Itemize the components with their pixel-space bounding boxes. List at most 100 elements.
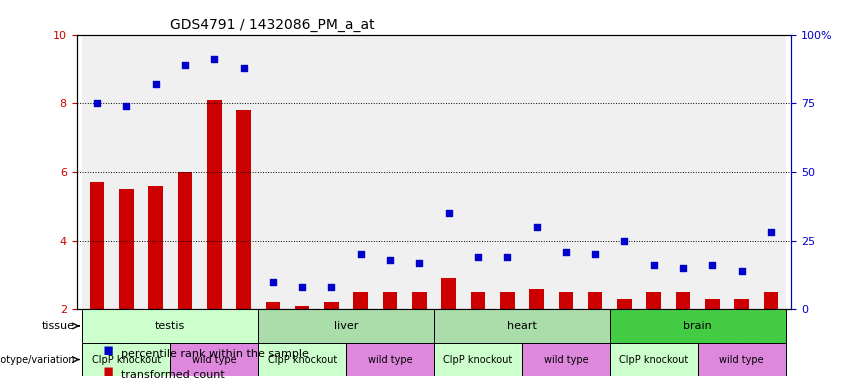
Bar (200, 35, 229, 309)
Bar (588, 292, 603, 309)
Bar (353, 292, 368, 309)
Point (413, 260, 426, 266)
Bar (170, 343, 258, 376)
Bar (111, 35, 141, 309)
Bar (698, 35, 727, 309)
Text: ClpP knockout: ClpP knockout (443, 354, 512, 364)
Text: heart: heart (507, 321, 537, 331)
Text: percentile rank within the sample: percentile rank within the sample (121, 349, 309, 359)
Point (295, 284, 309, 290)
Text: GDS4791 / 1432086_PM_a_at: GDS4791 / 1432086_PM_a_at (169, 18, 374, 32)
Text: ClpP knockout: ClpP knockout (92, 354, 161, 364)
Bar (434, 35, 463, 309)
Text: ▪: ▪ (102, 362, 113, 380)
Bar (734, 299, 749, 309)
Text: ClpP knockout: ClpP knockout (267, 354, 337, 364)
Point (734, 268, 748, 274)
Bar (258, 343, 346, 376)
Bar (178, 172, 192, 309)
Bar (522, 343, 610, 376)
Bar (346, 35, 375, 309)
Bar (705, 299, 720, 309)
Point (325, 284, 339, 290)
Bar (639, 35, 668, 309)
Bar (442, 278, 456, 309)
Bar (610, 309, 785, 343)
Text: genotype/variation: genotype/variation (0, 354, 75, 364)
Point (442, 210, 455, 216)
Bar (763, 292, 779, 309)
Bar (258, 309, 434, 343)
Bar (676, 292, 690, 309)
Bar (471, 292, 485, 309)
Bar (83, 35, 111, 309)
Bar (412, 292, 426, 309)
Bar (558, 292, 574, 309)
Bar (207, 100, 221, 309)
Bar (463, 35, 493, 309)
Text: wild type: wild type (544, 354, 588, 364)
Bar (148, 185, 163, 309)
Bar (324, 302, 339, 309)
Bar (294, 306, 310, 309)
Point (178, 62, 191, 68)
Point (120, 103, 134, 109)
Point (237, 65, 250, 71)
Point (588, 251, 602, 257)
Point (90, 100, 104, 106)
Text: ▪: ▪ (102, 341, 113, 359)
Point (559, 248, 573, 255)
Text: wild type: wild type (719, 354, 764, 364)
Bar (405, 35, 434, 309)
Bar (383, 292, 397, 309)
Text: wild type: wild type (192, 354, 237, 364)
Text: tissue: tissue (43, 321, 75, 331)
Bar (434, 309, 610, 343)
Bar (580, 35, 610, 309)
Bar (266, 302, 280, 309)
Bar (727, 35, 757, 309)
Bar (119, 189, 134, 309)
Point (500, 254, 514, 260)
Bar (617, 299, 631, 309)
Bar (500, 292, 515, 309)
Text: transformed count: transformed count (121, 370, 225, 380)
Bar (757, 35, 785, 309)
Point (208, 56, 221, 62)
Bar (493, 35, 522, 309)
Text: liver: liver (334, 321, 358, 331)
Point (149, 81, 163, 87)
Bar (83, 309, 258, 343)
Bar (647, 292, 661, 309)
Point (354, 251, 368, 257)
Bar (610, 343, 698, 376)
Bar (522, 35, 551, 309)
Point (266, 279, 280, 285)
Point (647, 262, 660, 268)
Bar (317, 35, 346, 309)
Bar (229, 35, 258, 309)
Bar (288, 35, 317, 309)
Bar (668, 35, 698, 309)
Bar (698, 343, 785, 376)
Bar (237, 110, 251, 309)
Text: brain: brain (683, 321, 712, 331)
Bar (346, 343, 434, 376)
Point (764, 229, 778, 235)
Point (471, 254, 485, 260)
Point (529, 224, 543, 230)
Bar (434, 343, 522, 376)
Bar (375, 35, 405, 309)
Point (705, 262, 719, 268)
Text: wild type: wild type (368, 354, 413, 364)
Bar (258, 35, 288, 309)
Text: testis: testis (155, 321, 186, 331)
Bar (529, 289, 544, 309)
Bar (141, 35, 170, 309)
Point (618, 237, 631, 243)
Bar (89, 182, 105, 309)
Bar (610, 35, 639, 309)
Bar (551, 35, 580, 309)
Point (383, 257, 397, 263)
Bar (170, 35, 200, 309)
